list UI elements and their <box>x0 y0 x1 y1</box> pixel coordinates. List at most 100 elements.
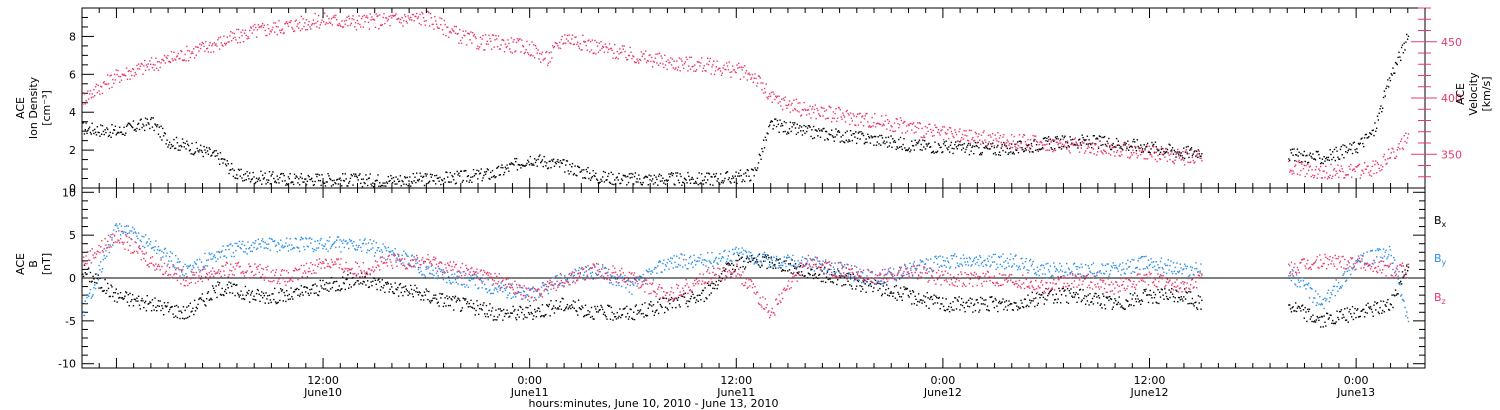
data-point <box>487 316 489 318</box>
data-point <box>1166 298 1169 300</box>
data-point <box>705 297 707 299</box>
data-point <box>1139 150 1141 152</box>
data-point <box>454 32 457 34</box>
data-point <box>756 85 758 87</box>
data-point <box>1339 170 1342 173</box>
data-point <box>657 184 659 186</box>
data-point <box>227 163 229 165</box>
data-point <box>609 182 612 185</box>
data-point <box>1020 142 1022 145</box>
data-point <box>1366 137 1368 139</box>
data-point <box>1180 296 1182 298</box>
data-point <box>525 164 527 167</box>
data-point <box>890 135 892 137</box>
data-point <box>618 53 620 55</box>
data-point <box>1162 294 1164 296</box>
data-point <box>534 311 537 313</box>
data-point <box>1021 302 1023 304</box>
data-point <box>1116 144 1119 146</box>
data-point <box>552 45 554 47</box>
data-point <box>731 175 734 177</box>
data-point <box>1331 322 1333 325</box>
data-point <box>82 275 85 278</box>
data-point <box>482 280 484 283</box>
data-point <box>490 292 492 295</box>
data-point <box>830 133 832 136</box>
data-point <box>1010 143 1013 145</box>
data-point <box>571 306 574 308</box>
data-point <box>85 273 87 276</box>
data-point <box>385 247 387 249</box>
data-point <box>1390 73 1392 75</box>
data-point <box>911 123 914 125</box>
data-point <box>527 161 530 163</box>
data-point <box>604 171 606 174</box>
data-point <box>717 284 719 286</box>
data-point <box>1317 173 1319 175</box>
data-point <box>876 282 879 284</box>
data-point <box>159 300 161 302</box>
data-point <box>700 292 703 294</box>
data-point <box>99 277 101 280</box>
data-point <box>1357 316 1360 318</box>
data-point <box>1060 294 1063 296</box>
data-point <box>130 238 132 240</box>
data-point <box>1361 169 1363 171</box>
data-point <box>416 17 419 20</box>
data-point <box>1377 311 1380 313</box>
data-point <box>502 167 504 169</box>
data-point <box>426 265 428 268</box>
data-point <box>319 24 322 26</box>
data-point <box>554 42 557 44</box>
data-point <box>1152 291 1155 294</box>
data-point <box>663 179 666 182</box>
data-point <box>1049 138 1052 140</box>
data-point <box>1099 304 1101 307</box>
data-point <box>713 60 715 62</box>
data-point <box>410 185 412 187</box>
data-point <box>366 272 368 275</box>
data-point <box>1198 153 1200 155</box>
data-point <box>1109 295 1111 298</box>
data-point <box>885 136 887 139</box>
data-point <box>292 28 294 30</box>
data-point <box>803 124 805 127</box>
data-point <box>152 305 154 307</box>
data-point <box>1288 304 1290 306</box>
data-point <box>969 142 971 145</box>
data-point <box>212 287 215 290</box>
data-point <box>444 23 446 26</box>
data-point <box>1350 163 1352 166</box>
data-point <box>945 140 947 142</box>
data-point <box>693 297 695 299</box>
data-point <box>903 137 905 140</box>
data-point <box>1026 304 1028 307</box>
data-point <box>831 281 834 283</box>
data-point <box>574 301 576 303</box>
b-axis-label-line: ACE <box>14 253 27 275</box>
data-point <box>445 305 447 307</box>
data-point <box>138 68 141 70</box>
data-point <box>491 284 494 286</box>
data-point <box>804 132 806 134</box>
data-point <box>564 171 566 173</box>
data-point <box>525 296 527 298</box>
data-point <box>1329 149 1331 151</box>
data-point <box>244 173 247 175</box>
data-point <box>829 133 831 136</box>
data-point <box>706 63 708 65</box>
data-point <box>1364 168 1367 170</box>
data-point <box>483 49 485 51</box>
data-point <box>687 305 689 308</box>
data-point <box>488 309 490 312</box>
data-point <box>146 294 148 297</box>
data-point <box>449 282 452 284</box>
data-point <box>422 13 424 15</box>
data-point <box>120 297 123 299</box>
data-point <box>509 312 512 314</box>
data-point <box>214 256 216 259</box>
data-point <box>88 295 90 297</box>
data-point <box>361 283 364 285</box>
data-point <box>1120 306 1122 308</box>
data-point <box>1193 151 1195 153</box>
